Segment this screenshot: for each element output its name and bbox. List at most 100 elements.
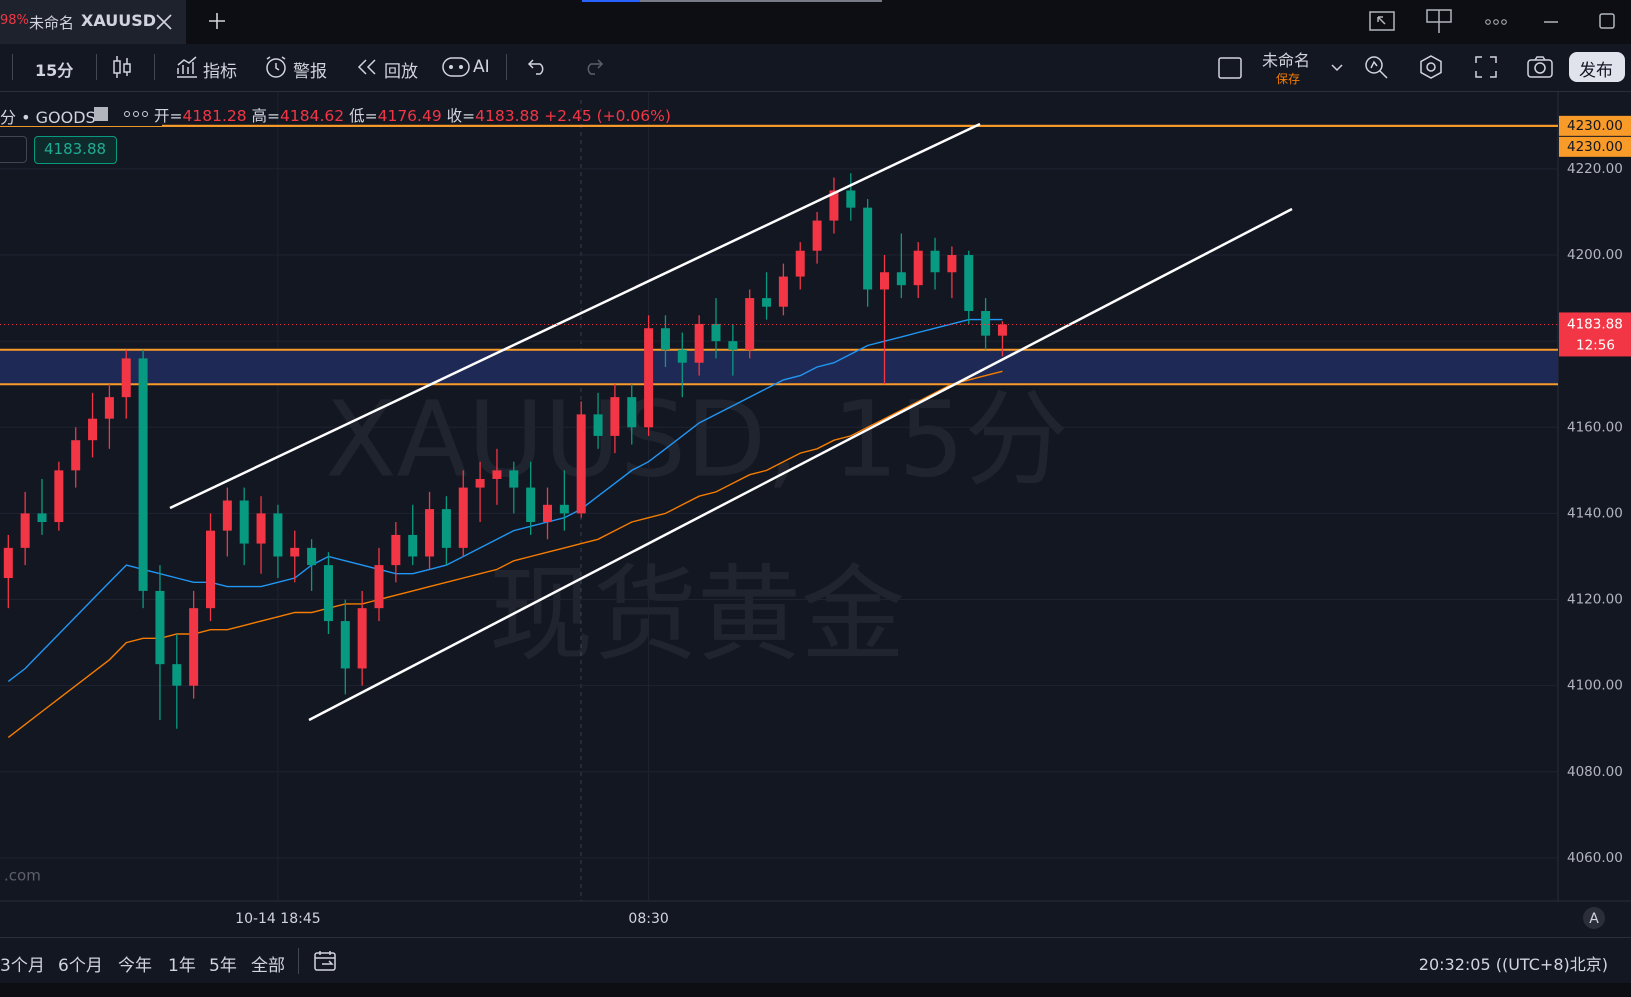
snapshot-icon[interactable] <box>1526 55 1554 79</box>
candle-body <box>997 324 1007 336</box>
range-button[interactable]: 3个月 <box>0 956 45 976</box>
y-tick-label: 4220.00 <box>1567 161 1623 177</box>
clock: 20:32:05 ((UTC+8)北京) <box>1418 955 1608 974</box>
candle-body <box>20 513 30 548</box>
alerts-icon[interactable] <box>264 55 288 79</box>
tab-close[interactable] <box>154 12 174 32</box>
ai-icon[interactable] <box>441 55 471 79</box>
replay-icon[interactable] <box>356 57 378 77</box>
ai[interactable]: AI <box>473 57 490 77</box>
range-button[interactable]: 6个月 <box>58 956 103 976</box>
candle-body <box>239 500 249 544</box>
legend-key: 低= <box>349 107 378 125</box>
candle-body <box>880 272 889 290</box>
tab[interactable] <box>0 0 186 44</box>
trendline <box>308 207 1293 722</box>
candle-body <box>256 513 266 544</box>
publish[interactable]: 发布 <box>1579 61 1613 81</box>
undo[interactable] <box>527 58 549 76</box>
interval[interactable]: 15分 <box>35 61 74 80</box>
auto-scale-label[interactable]: A <box>1589 911 1599 927</box>
candle-body <box>222 500 232 531</box>
candle-body <box>475 478 485 488</box>
toolbar: 15分 指标 警报 回放 AI 未命名 保存 发布 <box>0 44 1631 92</box>
new-tab[interactable] <box>207 11 227 31</box>
replay[interactable]: 回放 <box>384 62 418 82</box>
search-icon[interactable] <box>1363 54 1389 80</box>
win-maximize[interactable] <box>1597 11 1617 31</box>
chart-type-icon[interactable] <box>111 55 133 79</box>
fullscreen-icon[interactable] <box>1474 55 1498 79</box>
candle-body <box>323 565 333 622</box>
range-button[interactable]: 5年 <box>209 956 237 976</box>
y-tick-label: 4140.00 <box>1567 505 1623 521</box>
legend-value: 4181.28 <box>182 107 247 125</box>
goto-date[interactable] <box>313 949 337 973</box>
level-label-box <box>1559 136 1631 157</box>
candle-body <box>441 509 451 548</box>
progress-active <box>582 0 640 2</box>
indicators-icon[interactable] <box>175 55 199 79</box>
win-icon-2[interactable] <box>1426 8 1452 34</box>
candle-body <box>610 397 620 436</box>
candle-body <box>54 470 64 523</box>
watermark-symbol: XAUUSD, 15分 <box>325 378 1068 500</box>
range-button[interactable]: 1年 <box>168 956 196 976</box>
tab-title: 未命名 <box>29 14 75 32</box>
candle-body <box>728 341 738 350</box>
publish-btn[interactable] <box>1569 52 1625 82</box>
y-tick-label: 4080.00 <box>1567 764 1623 780</box>
win-more[interactable] <box>1483 12 1509 32</box>
countdown: 12:56 <box>1576 337 1615 353</box>
win-icon-1[interactable] <box>1369 9 1395 33</box>
watermark-name: 现货黄金 <box>489 553 905 675</box>
layout-icon[interactable] <box>1217 56 1243 80</box>
range-button[interactable]: 今年 <box>118 956 152 976</box>
candle-body <box>543 504 552 523</box>
candle-body <box>981 311 991 336</box>
candle-body <box>88 418 98 441</box>
tab-percent: 98% <box>0 13 29 28</box>
candle-body <box>121 358 131 398</box>
tab-bar: 98% 未命名 XAUUSD <box>0 0 1631 44</box>
status-strip <box>0 983 1631 997</box>
candle-body <box>896 272 906 286</box>
price-label: 4183.88 <box>1567 316 1623 332</box>
layout-name[interactable]: 未命名 <box>1262 51 1311 70</box>
candle-body <box>593 414 603 436</box>
candle-body <box>189 608 199 686</box>
x-tick-label: 08:30 <box>628 911 668 927</box>
save-status[interactable]: 保存 <box>1276 72 1301 86</box>
indicators[interactable]: 指标 <box>203 62 237 82</box>
legend-value: 4183.88 <box>475 107 540 125</box>
legend-flag <box>94 107 108 121</box>
alerts[interactable]: 警报 <box>293 62 327 82</box>
auto-scale-btn[interactable] <box>1583 907 1605 929</box>
legend-value: 4176.49 <box>377 107 442 125</box>
legend-more[interactable] <box>123 108 149 120</box>
separator <box>12 54 13 80</box>
redo[interactable] <box>582 58 604 76</box>
last-price-box <box>34 136 117 164</box>
candle-body <box>576 414 586 514</box>
zone <box>0 349 1558 385</box>
legend-box[interactable] <box>0 136 27 163</box>
candle-body <box>559 504 569 514</box>
separator <box>298 948 299 974</box>
candle-body <box>206 530 215 609</box>
win-minimize[interactable] <box>1541 12 1561 32</box>
candle-body <box>745 298 755 350</box>
candle-body <box>273 513 283 557</box>
candle-body <box>509 470 519 488</box>
separator <box>506 54 507 80</box>
settings-icon[interactable] <box>1418 54 1444 80</box>
layout-menu[interactable] <box>1329 60 1345 74</box>
legend-key: 开= <box>154 107 183 125</box>
legend-change: +2.45 (+0.06%) <box>544 107 671 125</box>
progress-rest <box>640 0 882 2</box>
candle-body <box>694 323 704 363</box>
range-button[interactable]: 全部 <box>251 956 285 976</box>
candle-body <box>37 513 47 523</box>
